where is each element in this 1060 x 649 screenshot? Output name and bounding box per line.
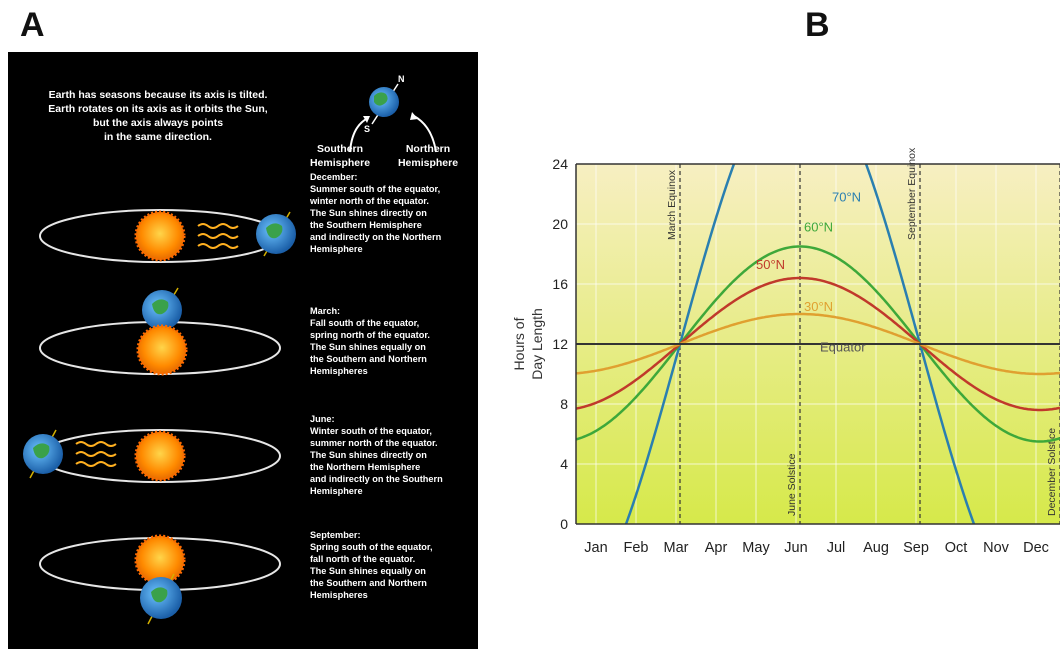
season-line: September: — [310, 530, 361, 540]
y-axis-label: Hours of — [511, 317, 527, 370]
season-june — [23, 429, 281, 483]
series-labels: 70°N 60°N 50°N 30°N Equator — [756, 190, 866, 355]
series-label: 70°N — [832, 190, 861, 205]
y-tick-labels: 0 4 8 12 16 20 24 — [552, 156, 568, 532]
season-line: The Sun shines directly on — [310, 208, 427, 218]
sunrays-icon — [197, 223, 239, 249]
sun-icon — [134, 210, 186, 262]
event-label: June Solstice — [786, 453, 798, 516]
y-tick-label: 16 — [552, 276, 568, 292]
season-line: The Sun shines equally on — [310, 342, 426, 352]
intro-line: Earth has seasons because its axis is ti… — [49, 89, 268, 101]
sun-icon — [134, 430, 186, 482]
season-line: and indirectly on the Northern — [310, 232, 442, 242]
season-line: Hemispheres — [310, 366, 368, 376]
event-label: March Equinox — [666, 169, 678, 240]
series-label: Equator — [820, 340, 866, 355]
season-line: Hemisphere — [310, 486, 363, 496]
arrow-head-icon — [410, 112, 418, 120]
y-tick-label: 4 — [560, 456, 568, 472]
season-line: The Sun shines directly on — [310, 450, 427, 460]
season-line: fall north of the equator. — [310, 554, 415, 564]
series-line — [576, 276, 1060, 412]
season-line: Hemispheres — [310, 590, 368, 600]
intro-line: in the same direction. — [104, 131, 212, 143]
season-line: Summer south of the equator, — [310, 184, 440, 194]
season-line: summer north of the equator. — [310, 438, 438, 448]
season-september — [39, 534, 281, 625]
intro-line: Earth rotates on its axis as it orbits t… — [48, 103, 267, 115]
southern-hemisphere-label: Southern — [317, 143, 363, 155]
x-tick-label: Jul — [827, 540, 846, 556]
northern-hemisphere-label: Northern — [406, 143, 450, 155]
season-december — [39, 209, 296, 263]
season-line: March: — [310, 306, 340, 316]
x-tick-label: Sep — [903, 540, 929, 556]
season-line: June: — [310, 414, 335, 424]
x-tick-label: Feb — [624, 540, 649, 556]
x-tick-label: Apr — [705, 540, 728, 556]
june-text: June: Winter south of the equator, summe… — [310, 414, 443, 496]
season-line: The Sun shines equally on — [310, 566, 426, 576]
y-tick-label: 0 — [560, 516, 568, 532]
south-label: S — [364, 124, 370, 134]
season-line: the Southern Hemisphere — [310, 220, 422, 230]
x-tick-label: Oct — [945, 540, 968, 556]
december-text: December: Summer south of the equator, w… — [309, 172, 442, 254]
season-march — [39, 287, 281, 376]
x-tick-label: May — [742, 540, 770, 556]
intro-text: Earth has seasons because its axis is ti… — [48, 89, 267, 143]
x-tick-label: Jun — [784, 540, 807, 556]
x-tick-label: Aug — [863, 540, 889, 556]
sun-icon — [134, 534, 186, 586]
x-tick-label: Nov — [983, 540, 1010, 556]
season-line: Fall south of the equator, — [310, 318, 419, 328]
northern-hemisphere-label: Hemisphere — [398, 157, 458, 169]
season-line: December: — [310, 172, 358, 182]
season-line: the Northern Hemisphere — [310, 462, 420, 472]
arrow-head-icon — [363, 116, 370, 123]
season-line: winter north of the equator. — [309, 196, 429, 206]
y-tick-label: 8 — [560, 396, 568, 412]
season-line: Winter south of the equator, — [310, 426, 432, 436]
september-text: September: Spring south of the equator, … — [310, 530, 433, 600]
season-line: spring north of the equator. — [310, 330, 430, 340]
intro-line: but the axis always points — [93, 117, 223, 129]
panel-letter-a: A — [20, 6, 45, 44]
series-label: 60°N — [804, 220, 833, 235]
season-line: and indirectly on the Southern — [310, 474, 443, 484]
tilted-earth-icon: N S — [364, 74, 405, 134]
sun-icon — [136, 324, 188, 376]
y-tick-label: 20 — [552, 216, 568, 232]
day-length-chart: March Equinox June Solstice September Equi… — [511, 147, 1060, 556]
panel-letter-b: B — [805, 6, 830, 44]
series-label: 30°N — [804, 299, 833, 314]
y-tick-label: 12 — [552, 336, 568, 352]
season-line: the Southern and Northern — [310, 578, 427, 588]
sunrays-icon — [75, 441, 117, 467]
series-label: 50°N — [756, 257, 785, 272]
series-lines — [576, 164, 1060, 524]
x-tick-labels: Jan Feb Mar Apr May Jun Jul Aug Sep Oct Nov Dec — [584, 540, 1049, 556]
y-axis-label: Day Length — [529, 308, 545, 380]
y-tick-label: 24 — [552, 156, 568, 172]
series-line — [576, 312, 1060, 376]
season-line: Spring south of the equator, — [310, 542, 433, 552]
season-line: the Southern and Northern — [310, 354, 427, 364]
diagram-background — [8, 52, 478, 649]
southern-hemisphere-label: Hemisphere — [310, 157, 370, 169]
series-line — [624, 164, 976, 524]
x-tick-label: Mar — [664, 540, 689, 556]
seasons-diagram: Earth has seasons because its axis is ti… — [8, 52, 478, 649]
season-line: Hemisphere — [310, 244, 363, 254]
north-label: N — [398, 74, 405, 84]
march-text: March: Fall south of the equator, spring… — [310, 306, 430, 376]
event-label: September Equinox — [906, 147, 918, 240]
x-tick-label: Dec — [1023, 540, 1049, 556]
event-label: December Solstice — [1046, 428, 1058, 516]
event-markers: March Equinox June Solstice September Equi… — [666, 147, 1060, 524]
series-line — [576, 245, 1060, 443]
x-tick-label: Jan — [584, 540, 607, 556]
